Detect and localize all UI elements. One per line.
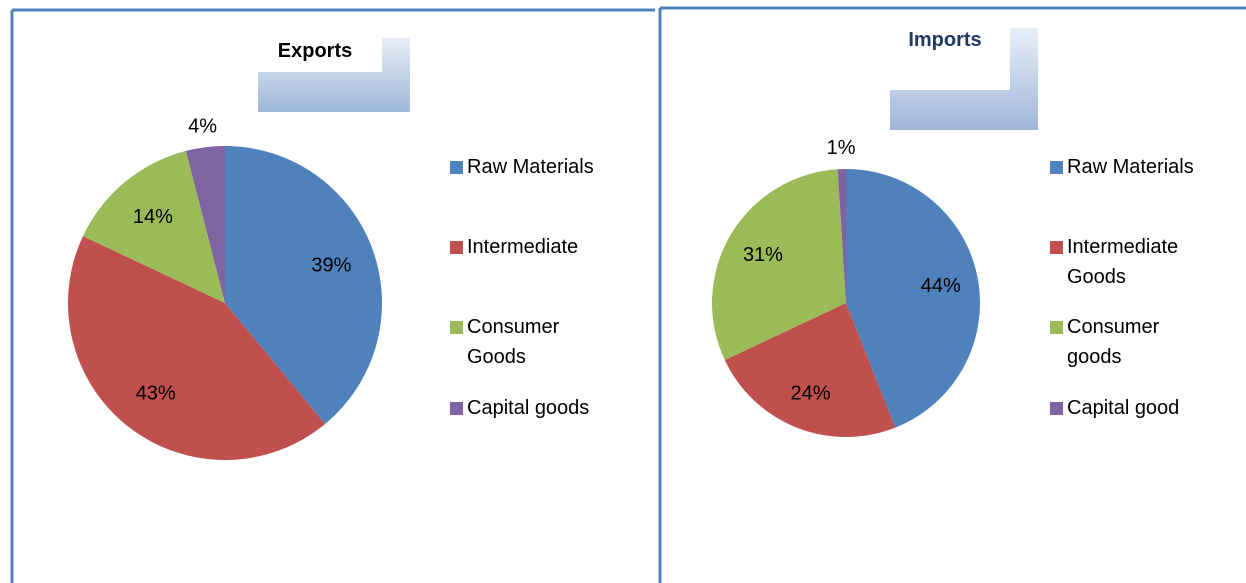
pie-slice <box>82 150 225 303</box>
data-label: 24% <box>790 383 830 405</box>
data-label: 39% <box>311 255 351 277</box>
legend-swatch <box>1050 241 1063 254</box>
chart-title: Exports <box>278 40 352 62</box>
legend-item: Raw Materials <box>450 152 610 182</box>
legend-swatch <box>1050 321 1063 334</box>
pie-slice <box>724 303 896 437</box>
pie-slice <box>185 146 225 303</box>
data-label: 44% <box>921 275 961 297</box>
title-box <box>880 18 1010 90</box>
pie-slice <box>225 146 383 424</box>
legend-label: Consumer goods <box>1067 316 1160 368</box>
legend-label: Raw Materials <box>467 156 594 178</box>
legend-swatch <box>1050 402 1063 415</box>
legend-swatch <box>450 402 463 415</box>
data-label: 1% <box>827 137 856 159</box>
legend-label: Capital goods <box>467 397 590 419</box>
legend-item: Intermediate Goods <box>1050 232 1210 292</box>
pie-slice <box>846 169 980 428</box>
data-label: 4% <box>188 115 217 137</box>
legend-label: Raw Materials <box>1067 156 1194 178</box>
legend-label: Capital good <box>1067 397 1180 419</box>
title-box <box>248 28 382 72</box>
legend-item: Capital goods <box>450 393 610 423</box>
data-label: 14% <box>133 206 173 228</box>
pie-slice <box>712 169 846 361</box>
legend-swatch <box>450 161 463 174</box>
legend-item: Raw Materials <box>1050 152 1210 182</box>
legend-item: Intermediate <box>450 232 610 262</box>
legend-swatch <box>1050 161 1063 174</box>
legend-label: Consumer Goods <box>467 316 560 368</box>
legend-item: Capital good <box>1050 393 1210 423</box>
chart-title: Imports <box>908 29 981 51</box>
legend-item: Consumer Goods <box>450 312 610 372</box>
pie-slice <box>837 169 846 303</box>
legend-label: Intermediate Goods <box>1067 236 1179 288</box>
legend-label: Intermediate <box>467 236 579 258</box>
legend-swatch <box>450 321 463 334</box>
data-label: 43% <box>136 382 176 404</box>
pie-slice <box>67 236 326 460</box>
legend-swatch <box>450 241 463 254</box>
data-label: 31% <box>743 244 783 266</box>
legend-item: Consumer goods <box>1050 312 1210 372</box>
